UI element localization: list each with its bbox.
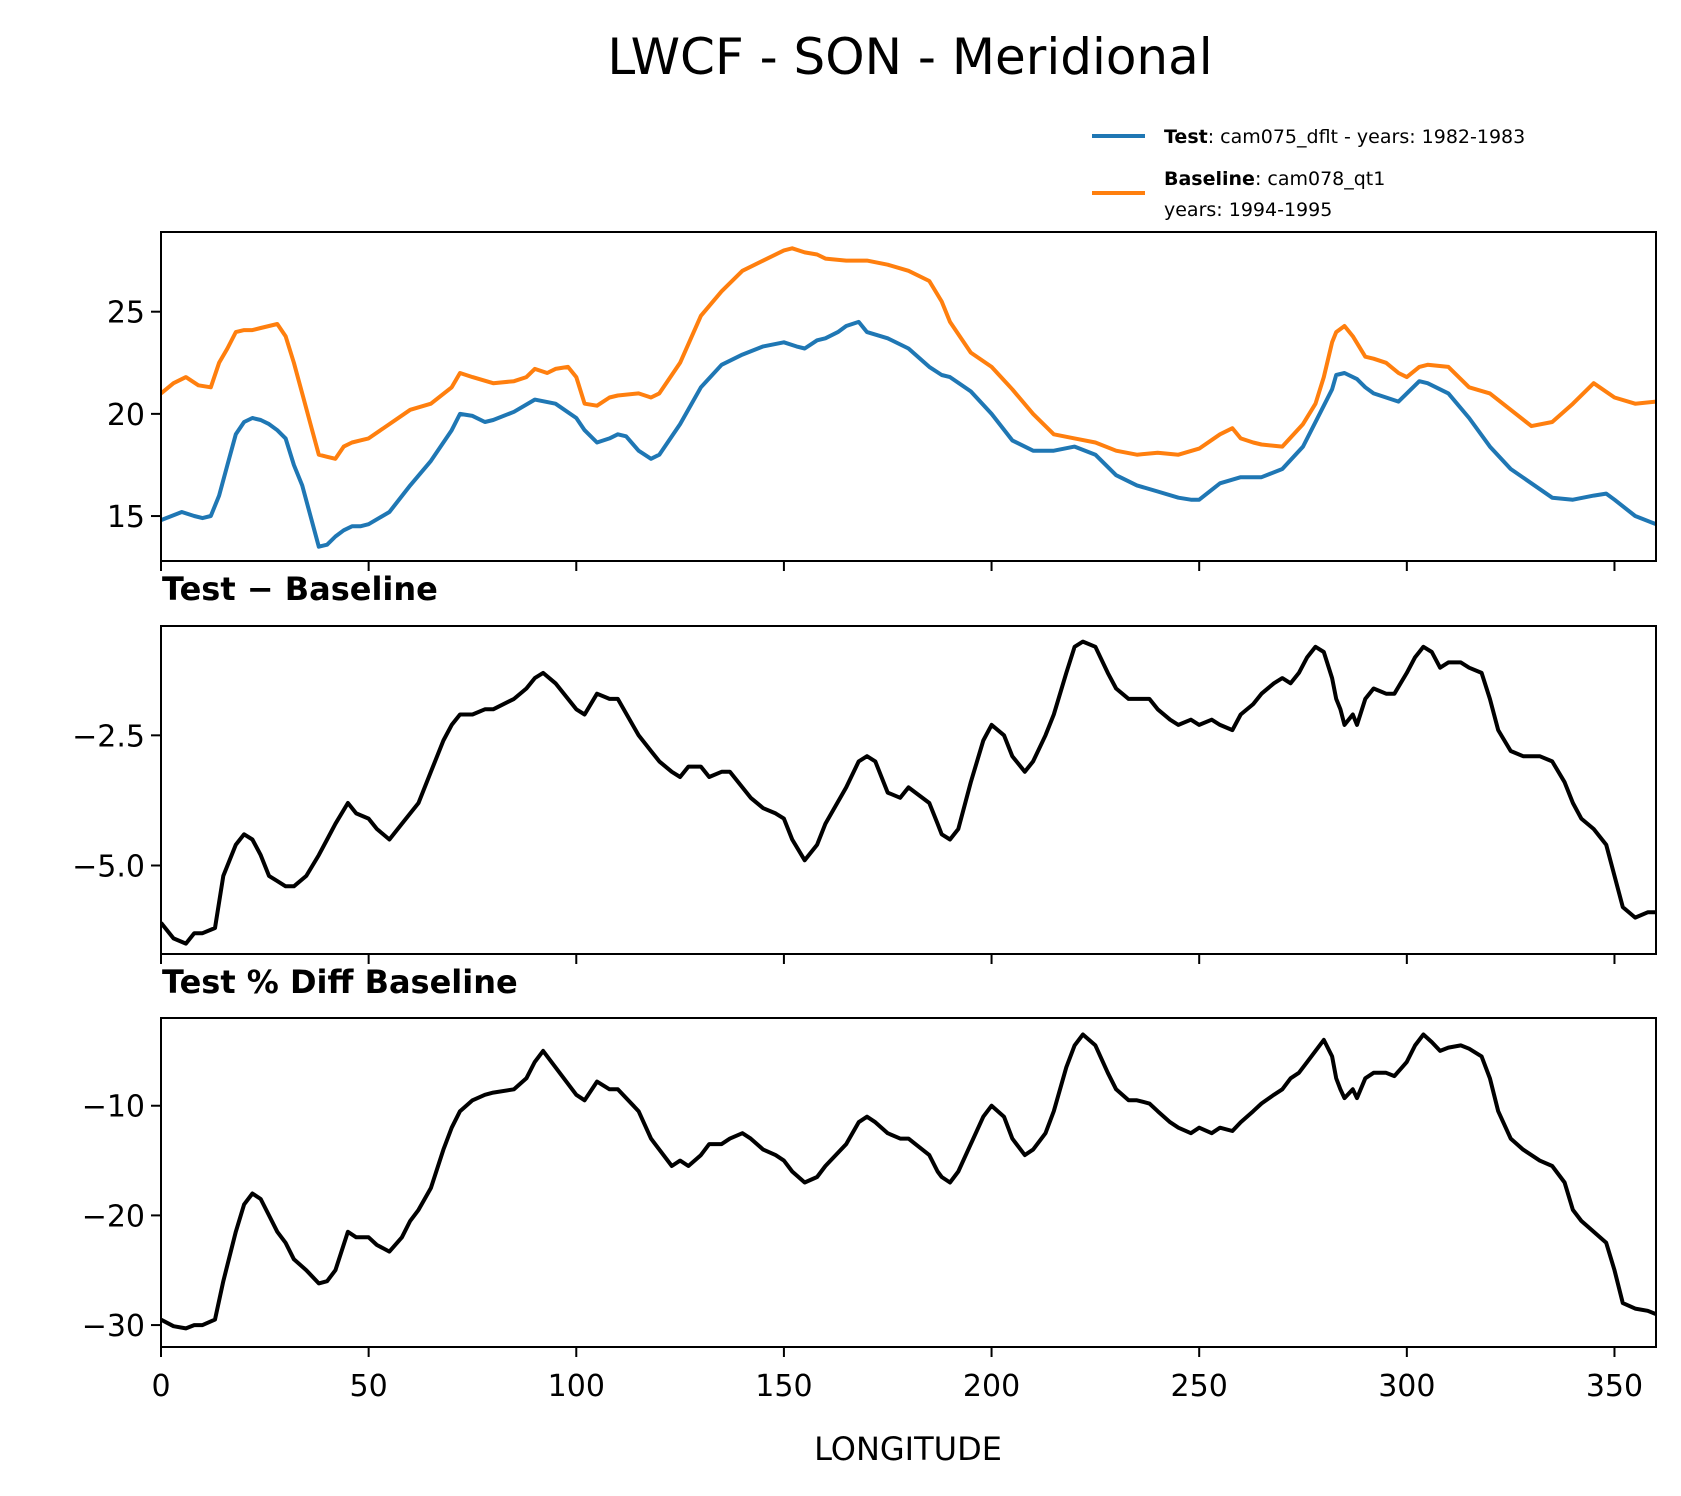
- panel-main: 15 20 25: [107, 231, 1657, 571]
- chart-title: LWCF - SON - Meridional: [607, 28, 1212, 86]
- ytick-label: −30: [82, 1309, 145, 1344]
- panel-title-diff: Test − Baseline: [162, 570, 438, 608]
- ytick-label: −5.0: [72, 849, 145, 884]
- xtick-label: 250: [1171, 1369, 1228, 1404]
- series-line-pct-0: [161, 1032, 1656, 1331]
- legend-test-bold: Test: [1164, 126, 1208, 148]
- series-line-main-0: [161, 319, 1656, 549]
- legend-label-test: Test: cam075_dflt - years: 1982-1983: [1164, 126, 1525, 148]
- series-line-diff-0: [161, 639, 1656, 946]
- ytick-label: −2.5: [72, 719, 145, 754]
- panel-title-pct: Test % Diff Baseline: [162, 963, 518, 1001]
- panels: 15 20 25 −5.0 −2.5 −30 −20 −10 0 50 100 150 200 250 30…: [72, 231, 1657, 1404]
- x-axis-label: LONGITUDE: [814, 1430, 1002, 1468]
- xtick-label: 350: [1586, 1369, 1643, 1404]
- legend-test-text: : cam075_dflt - years: 1982-1983: [1208, 126, 1526, 148]
- ytick-label: −10: [82, 1090, 145, 1125]
- legend: Test: cam075_dflt - years: 1982-1983 Bas…: [1092, 126, 1525, 221]
- panel-pct: −30 −20 −10 0 50 100 150 200 250 300 350: [82, 1017, 1657, 1404]
- xtick-label: 100: [548, 1369, 605, 1404]
- xtick-label: 0: [151, 1369, 170, 1404]
- axes-frame-diff: [160, 625, 1657, 955]
- axes-frame-pct: [160, 1017, 1657, 1348]
- xtick-label: 150: [755, 1369, 812, 1404]
- xtick-label: 300: [1378, 1369, 1435, 1404]
- ytick-label: 15: [107, 500, 145, 535]
- legend-baseline-bold: Baseline: [1164, 168, 1255, 190]
- panel-diff: −5.0 −2.5: [72, 625, 1657, 964]
- legend-label-baseline: Baseline: cam078_qt1: [1164, 168, 1385, 190]
- legend-baseline-years: years: 1994-1995: [1164, 199, 1332, 221]
- xtick-label: 200: [963, 1369, 1020, 1404]
- axes-frame-main: [160, 231, 1657, 562]
- ytick-label: 20: [107, 398, 145, 433]
- series-line-main-1: [161, 246, 1656, 461]
- ytick-label: 25: [107, 296, 145, 331]
- legend-baseline-text: : cam078_qt1: [1255, 168, 1385, 190]
- xtick-label: 50: [350, 1369, 388, 1404]
- ytick-label: −20: [82, 1199, 145, 1234]
